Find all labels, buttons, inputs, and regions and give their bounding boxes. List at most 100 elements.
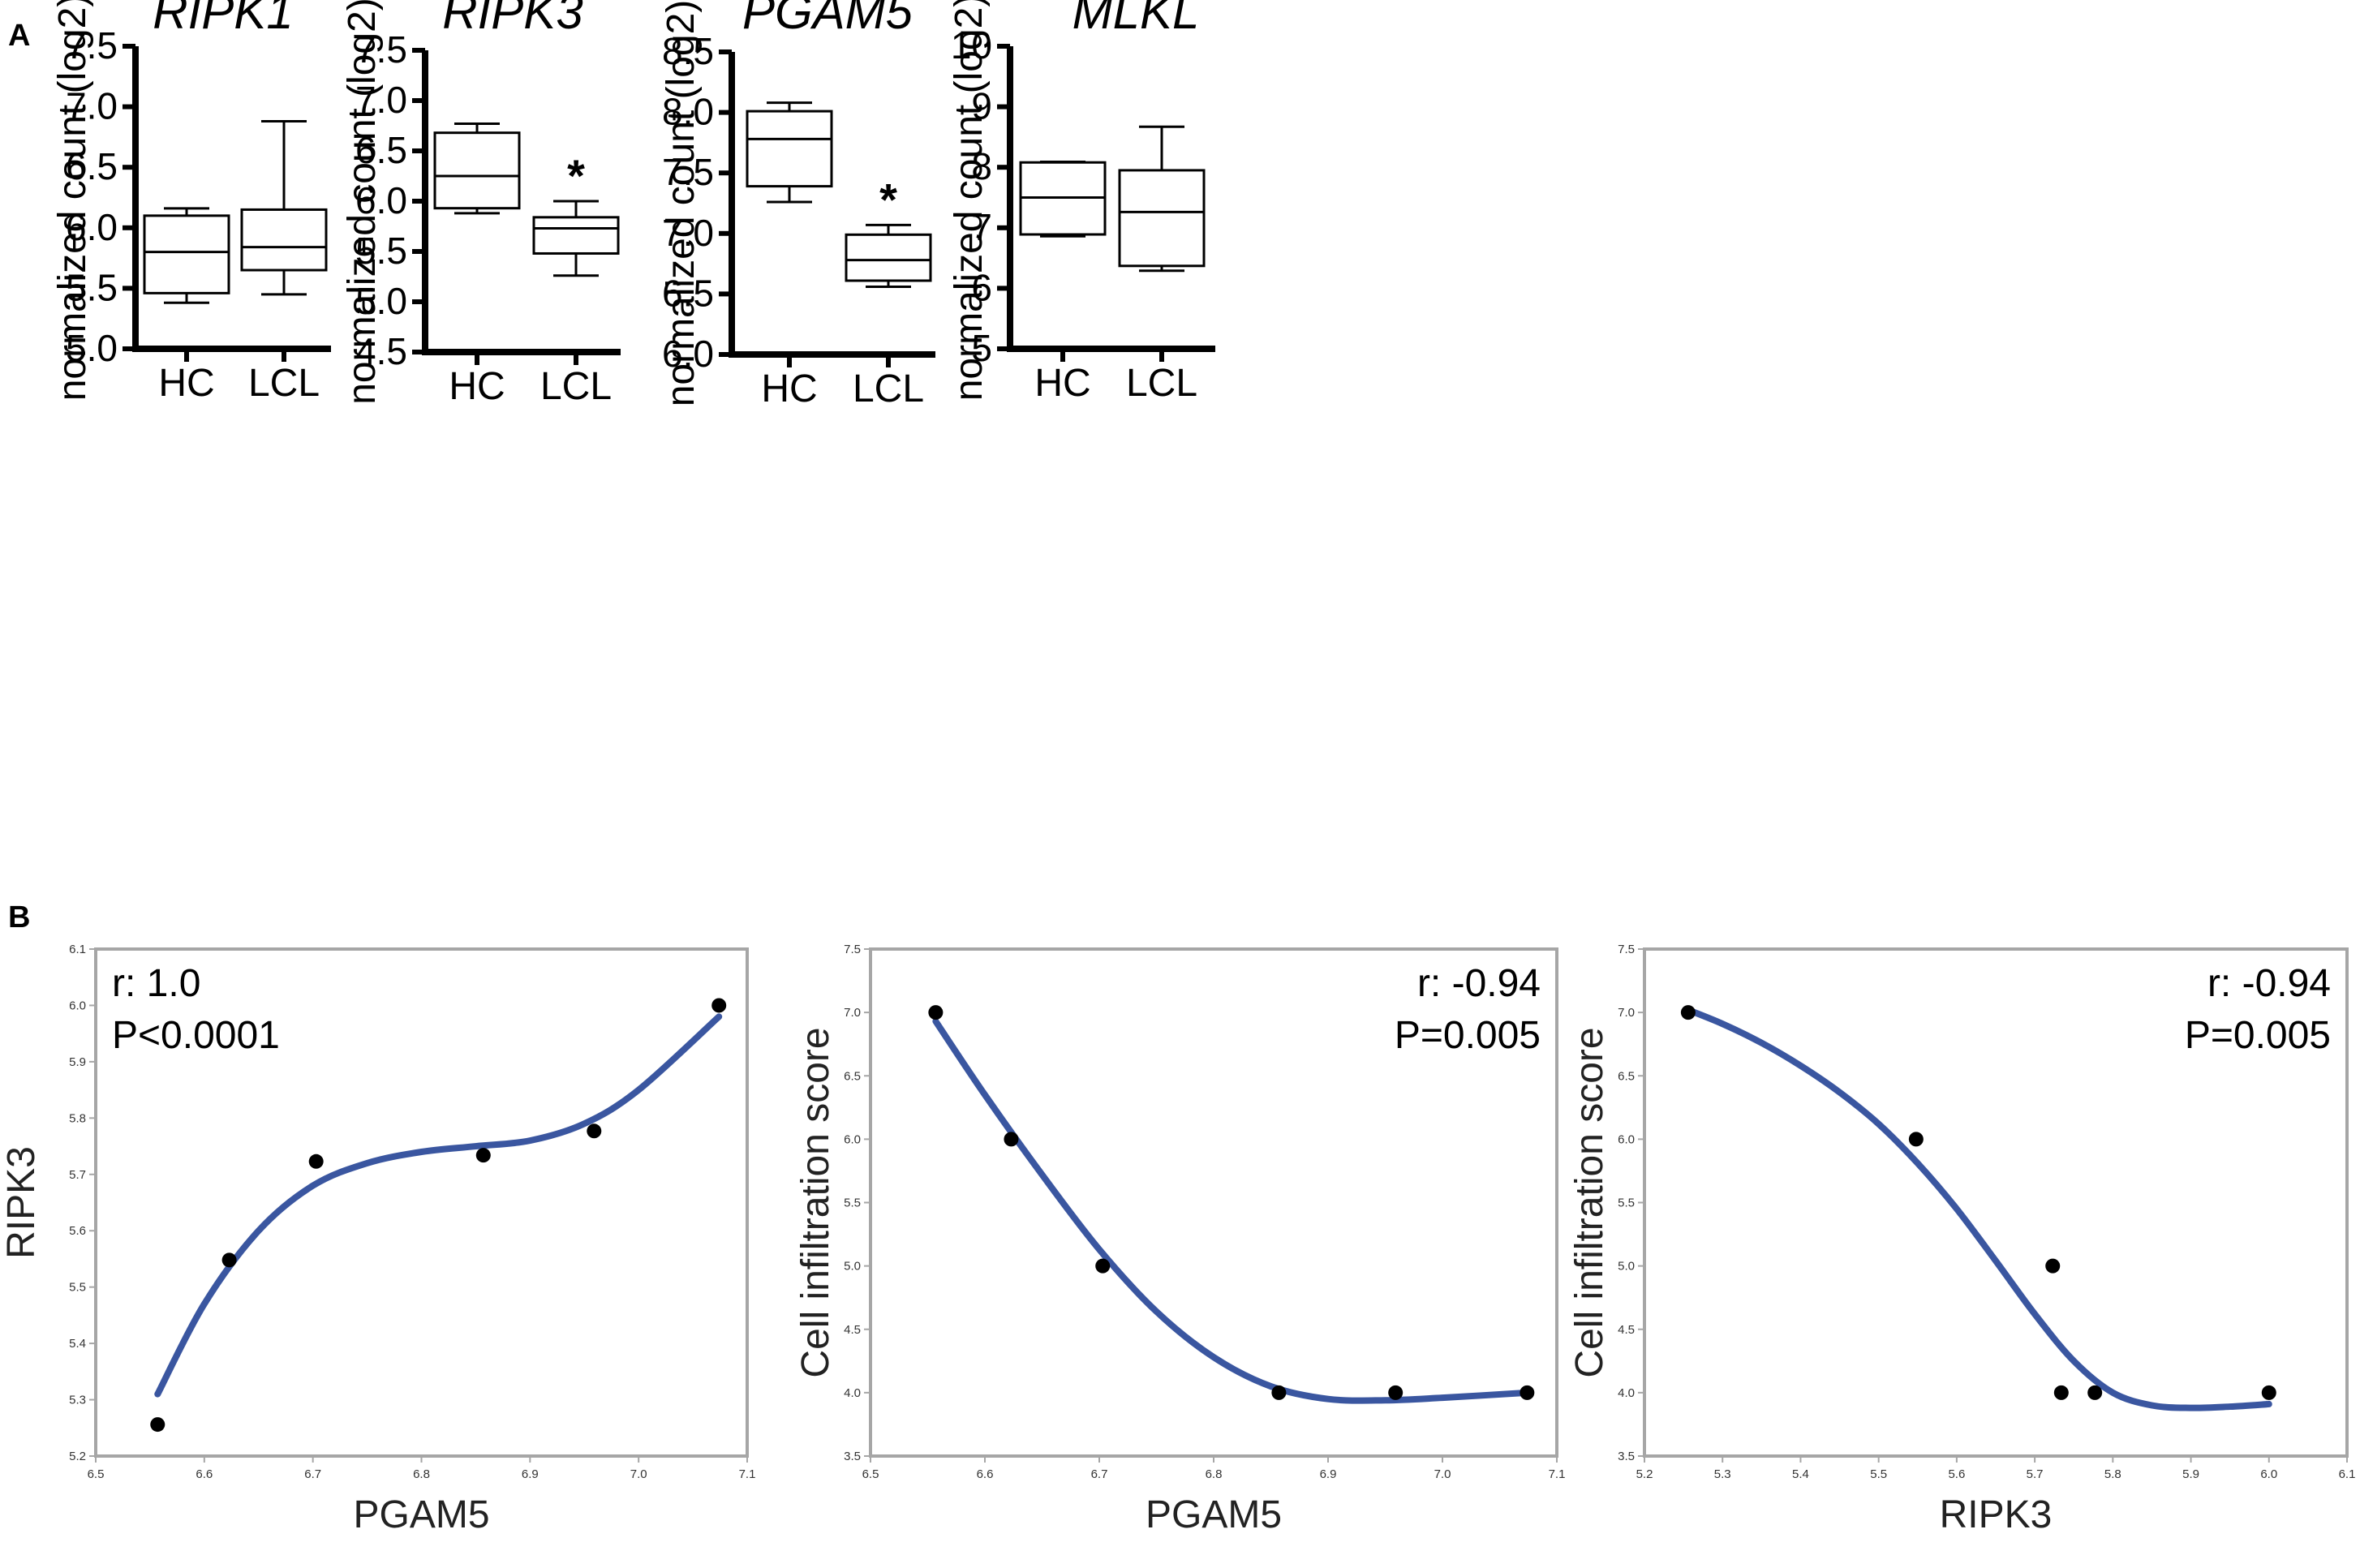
- y-tick-label: 4.5: [355, 330, 407, 372]
- y-tick-label: 6.5: [66, 145, 118, 187]
- y-tick-label: 5.2: [69, 1450, 86, 1463]
- y-tick-label: 6.5: [662, 272, 714, 314]
- y-tick-label: 6: [971, 266, 992, 308]
- box-lcl-iqr: [845, 233, 932, 282]
- y-tick-label: 5.5: [69, 1281, 86, 1295]
- y-tick-label: 4.5: [1618, 1323, 1635, 1337]
- y-tick-label: 5.5: [1618, 1196, 1635, 1210]
- category-label-lcl: LCL: [248, 362, 320, 405]
- box-hc-iqr: [143, 214, 230, 294]
- x-tick-label: 5.7: [2027, 1467, 2044, 1481]
- y-axis-label: RIPK3: [0, 1146, 43, 1259]
- category-label-lcl: LCL: [1126, 362, 1197, 405]
- y-axis-label: normalized count (log2): [51, 0, 94, 401]
- x-tick-label: 5.2: [1636, 1467, 1653, 1481]
- x-tick-label: 7.0: [1434, 1467, 1451, 1481]
- box-chart-ripk3: RIPK3 normalized count (log2)4.5 5.0 5.5 6.0…: [341, 0, 621, 408]
- x-tick-label: 7.1: [739, 1467, 756, 1481]
- fit-curve: [1684, 1007, 2272, 1411]
- y-tick-label: 5.8: [69, 1111, 86, 1125]
- y-tick-label: 7.0: [66, 85, 118, 127]
- y-tick-label: 5.7: [69, 1168, 86, 1182]
- x-tick-label: 6.9: [1320, 1467, 1337, 1481]
- data-point: [221, 1252, 237, 1268]
- y-tick-label: 7.0: [355, 79, 407, 121]
- y-tick-label: 5.0: [844, 1260, 861, 1274]
- data-point: [2053, 1385, 2069, 1400]
- y-tick-label: 5.5: [66, 266, 118, 308]
- data-point: [2087, 1385, 2103, 1400]
- box-lcl-iqr: [1118, 169, 1206, 268]
- data-point: [1004, 1132, 1019, 1147]
- data-point: [711, 998, 727, 1013]
- chart-title-pgam5: PGAM5: [742, 0, 913, 39]
- y-tick-label: 6.5: [844, 1069, 861, 1083]
- box-hc-iqr: [746, 110, 833, 188]
- box-hc-iqr: [433, 131, 521, 210]
- y-axis-label: Cell infiltration score: [1568, 1027, 1611, 1377]
- scatter-infiltration-vs-ripk3: 5.2 5.3 5.4 5.5 5.6 5.7 5.8 5.9 6.0 6.1 3.5 4.0 4.5 5…: [1568, 943, 2355, 1536]
- data-point: [928, 1005, 944, 1020]
- category-label-hc: HC: [761, 367, 817, 410]
- data-point: [308, 1153, 324, 1169]
- y-axis-label: normalized count (log2): [948, 0, 991, 401]
- y-tick-label: 6.0: [66, 206, 118, 248]
- y-tick-label: 6.0: [355, 179, 407, 221]
- correlation-r: r: 1.0: [112, 962, 200, 1005]
- y-tick-label: 7: [971, 206, 992, 248]
- data-point: [1520, 1385, 1535, 1400]
- y-tick-label: 8.0: [662, 91, 714, 133]
- y-tick-label: 5.9: [69, 1055, 86, 1069]
- category-label-hc: HC: [1034, 362, 1090, 405]
- y-tick-label: 7.0: [1618, 1006, 1635, 1020]
- y-tick-label: 5.3: [69, 1394, 86, 1407]
- x-tick-label: 7.1: [1549, 1467, 1566, 1481]
- x-tick-label: 5.8: [2104, 1467, 2121, 1481]
- data-point: [1388, 1385, 1404, 1400]
- box-chart-pgam5: PGAM5 normalized count (log2)6.0 6.5 7.0 7.5…: [660, 0, 935, 410]
- y-tick-label: 7.5: [66, 24, 118, 67]
- category-label-hc: HC: [158, 362, 214, 405]
- box-chart-ripk1: RIPK1 normalized count (log2)5.0 5.5 6.0 6.5…: [51, 0, 331, 405]
- data-point: [150, 1417, 166, 1433]
- scatter-infiltration-vs-pgam5: 6.5 6.6 6.7 6.8 6.9 7.0 7.1 3.5 4.0 4.5 5.0 5.5 6.0 6…: [794, 943, 1565, 1536]
- y-tick-label: 4.0: [1618, 1386, 1635, 1400]
- x-tick-label: 6.6: [977, 1467, 994, 1481]
- fit-curve: [932, 1018, 1531, 1404]
- chart-title-ripk1: RIPK1: [153, 0, 293, 39]
- chart-title-ripk3: RIPK3: [442, 0, 582, 39]
- y-tick-label: 7.0: [662, 212, 714, 254]
- p-value: P=0.005: [2185, 1014, 2331, 1057]
- x-tick-label: 6.1: [2339, 1467, 2356, 1481]
- x-axis-label: RIPK3: [1940, 1493, 2053, 1536]
- box-lcl-significance-marker: *: [567, 150, 585, 201]
- x-tick-label: 7.0: [630, 1467, 647, 1481]
- x-tick-label: 5.5: [1870, 1467, 1887, 1481]
- y-axis-label: normalized count (log2): [660, 0, 703, 406]
- x-tick-label: 5.6: [1948, 1467, 1965, 1481]
- y-tick-label: 6.1: [69, 943, 86, 956]
- y-tick-label: 4.0: [844, 1386, 861, 1400]
- x-tick-label: 6.5: [862, 1467, 879, 1481]
- category-label-lcl: LCL: [540, 365, 612, 408]
- y-tick-label: 8: [971, 145, 992, 187]
- scatter-ripk3-vs-pgam5: 6.5 6.6 6.7 6.8 6.9 7.0 7.1 5.2 5.3 5.4 5.5 5.6 5.7 5…: [0, 943, 755, 1536]
- y-tick-label: 5.0: [66, 327, 118, 369]
- x-tick-label: 6.0: [2260, 1467, 2277, 1481]
- y-axis-label: normalized count (log2): [341, 0, 384, 405]
- y-tick-label: 4.5: [844, 1323, 861, 1337]
- data-point: [587, 1123, 602, 1139]
- y-tick-label: 5.5: [844, 1196, 861, 1210]
- p-value: P=0.005: [1395, 1014, 1541, 1057]
- y-tick-label: 8.5: [662, 30, 714, 72]
- y-tick-label: 7.0: [844, 1006, 861, 1020]
- panel-b-label: B: [8, 900, 30, 934]
- y-tick-label: 5.5: [355, 230, 407, 272]
- chart-title-mlkl: MLKL: [1073, 0, 1200, 39]
- y-tick-label: 6.5: [355, 129, 407, 171]
- x-tick-label: 6.8: [413, 1467, 430, 1481]
- y-tick-label: 7.5: [662, 151, 714, 193]
- x-axis-label: PGAM5: [1146, 1493, 1282, 1536]
- correlation-r: r: -0.94: [1417, 962, 1541, 1005]
